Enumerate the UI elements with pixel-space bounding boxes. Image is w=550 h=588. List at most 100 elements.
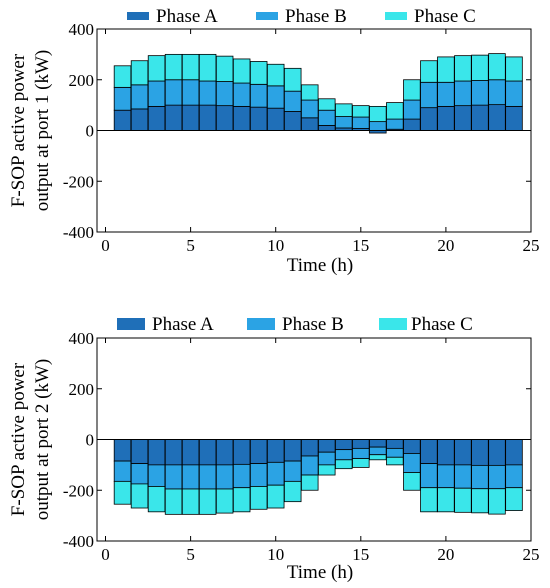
bar-segment [318, 464, 336, 476]
bar-segment [232, 82, 251, 107]
bar-segment [164, 488, 183, 515]
x-tick-label: 0 [101, 236, 110, 255]
bar-segment [505, 56, 523, 82]
bar-segment [352, 116, 370, 129]
bar-segment [113, 480, 132, 505]
bar-segment [437, 56, 455, 83]
bar-segment [301, 439, 319, 457]
legend-swatch [117, 318, 145, 330]
bar-segment [505, 80, 523, 107]
x-tick-label: 5 [186, 236, 195, 255]
x-axis-label: Time (h) [287, 562, 353, 583]
legend-label: Phase A [152, 314, 214, 335]
legend-label: Phase C [411, 314, 473, 335]
bar-segment [369, 454, 387, 461]
bar-segment [488, 104, 506, 131]
y-tick-label: 0 [86, 122, 95, 141]
bar-segment [266, 85, 285, 109]
bar-segment [164, 104, 183, 131]
legend-swatch [256, 12, 278, 20]
bar-segment [471, 488, 489, 514]
bar-segment [505, 487, 523, 511]
bar-segment [352, 105, 370, 118]
bar-segment [454, 487, 472, 513]
bar-segment [335, 439, 353, 451]
x-tick-label: 20 [437, 236, 454, 255]
bar-segment [181, 439, 200, 466]
legend-swatch [385, 12, 407, 20]
x-tick-label: 15 [352, 236, 369, 255]
bar-segment [369, 121, 387, 131]
bar-segment [266, 439, 285, 463]
bar-segment [420, 81, 438, 109]
bar-segment [403, 439, 421, 454]
bar-segment [232, 487, 251, 513]
bar-segment [130, 84, 149, 110]
bar-segment [198, 104, 217, 131]
bar-segment [403, 472, 421, 491]
x-tick-label: 10 [267, 236, 284, 255]
y-tick-label: 400 [69, 329, 95, 348]
bar-segment [318, 439, 336, 453]
bar-segment [301, 99, 319, 119]
bar-segment [283, 460, 302, 482]
bar-segment [147, 55, 166, 82]
bar-segment [488, 464, 506, 490]
bar-segment [335, 449, 353, 461]
bar-segment [488, 439, 506, 466]
bar-segment [488, 488, 506, 515]
y-tick-label: -200 [63, 481, 94, 500]
bar-segment [198, 488, 217, 515]
bar-segment [471, 464, 489, 490]
bar-segment [283, 90, 302, 112]
bar-segment [113, 109, 132, 131]
bar-segment [386, 102, 404, 120]
x-tick-label: 0 [101, 545, 110, 564]
bar-segment [488, 53, 506, 81]
bar-segment [164, 439, 183, 466]
bar-segment [181, 104, 200, 131]
bar-segment [471, 54, 489, 81]
bar-segment [386, 118, 404, 130]
bar-segment [301, 474, 319, 491]
bar-segment [505, 105, 523, 131]
bar-segment [249, 463, 268, 487]
bar-segment [283, 67, 302, 92]
bar-segment [335, 459, 353, 470]
x-axis-label: Time (h) [287, 255, 353, 276]
bar-segment [198, 464, 217, 490]
bar-segment [181, 79, 200, 106]
y-tick-label: -400 [63, 223, 94, 242]
bar-segment [437, 464, 455, 489]
y-axis-label: output at port 1 (kW) [32, 50, 53, 211]
bar-segment [249, 486, 268, 510]
bar-segment [232, 105, 251, 131]
bar-segment [386, 456, 404, 466]
legend-label: Phase A [156, 6, 218, 27]
legend-swatch [127, 12, 149, 20]
bar-segment [130, 60, 149, 86]
bar-segment [147, 80, 166, 107]
bar-segment [386, 439, 404, 449]
bar-segment [352, 458, 370, 468]
bar-segment [164, 79, 183, 106]
bar-segment [437, 105, 455, 131]
x-tick-label: 5 [186, 545, 195, 564]
bar-segment [454, 464, 472, 489]
bar-segment [147, 486, 166, 513]
bar-segment [164, 53, 183, 81]
bar-segment [318, 98, 336, 111]
bar-segment [420, 439, 438, 465]
bar-segment [266, 107, 285, 131]
bar-segment [318, 109, 336, 126]
bar-segment [369, 439, 387, 448]
bar-segment [147, 105, 166, 131]
bar-segment [283, 480, 302, 503]
bar-segment [437, 81, 455, 107]
bar-segment [335, 116, 353, 129]
bar-segment [301, 117, 319, 131]
bar-segment [181, 488, 200, 515]
bar-segment [113, 86, 132, 111]
bar-segment [301, 455, 319, 476]
